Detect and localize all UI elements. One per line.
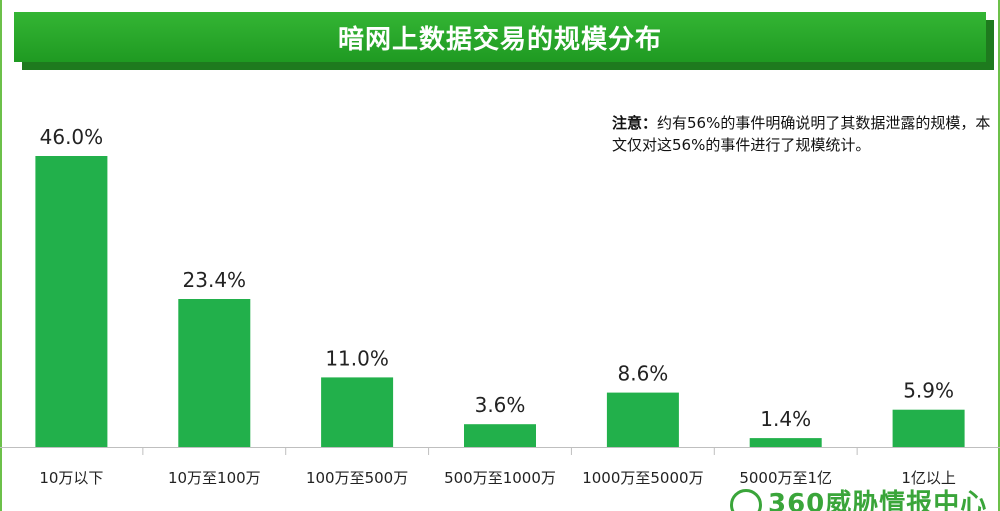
bar-1 — [178, 299, 251, 447]
note-text: 约有56%的事件明确说明了其数据泄露的规模，本文仅对这56%的事件进行了规模统计… — [612, 114, 991, 154]
data-label-5: 1.4% — [760, 407, 811, 431]
data-label-3: 3.6% — [475, 393, 526, 417]
bar-5 — [749, 438, 822, 447]
x-tick-label-2: 100万至500万 — [306, 469, 408, 487]
x-tick-label-0: 10万以下 — [39, 469, 103, 487]
bar-6 — [892, 409, 965, 447]
bar-0 — [35, 156, 108, 447]
data-label-2: 11.0% — [325, 346, 389, 370]
x-tick-label-3: 500万至1000万 — [444, 469, 556, 487]
logo-globe-icon — [730, 489, 762, 511]
bar-4 — [606, 392, 679, 447]
bar-3 — [464, 424, 536, 447]
data-label-4: 8.6% — [617, 362, 668, 386]
bar-2 — [321, 377, 394, 447]
data-label-1: 23.4% — [183, 268, 247, 292]
logo: 360威胁情报中心 — [730, 489, 987, 511]
note-box: 注意：约有56%的事件明确说明了其数据泄露的规模，本文仅对这56%的事件进行了规… — [612, 112, 992, 156]
x-tick-label-5: 5000万至1亿 — [739, 469, 832, 487]
data-label-6: 5.9% — [903, 379, 954, 403]
x-tick-label-4: 1000万至5000万 — [582, 469, 703, 487]
title-bar: 暗网上数据交易的规模分布 — [14, 12, 986, 62]
x-tick-label-6: 1亿以上 — [901, 469, 956, 487]
chart-title: 暗网上数据交易的规模分布 — [337, 24, 662, 55]
note-label: 注意： — [612, 114, 658, 132]
logo-text: 360威胁情报中心 — [768, 489, 988, 511]
data-label-0: 46.0% — [40, 125, 104, 149]
x-tick-label-1: 10万至100万 — [168, 469, 261, 487]
